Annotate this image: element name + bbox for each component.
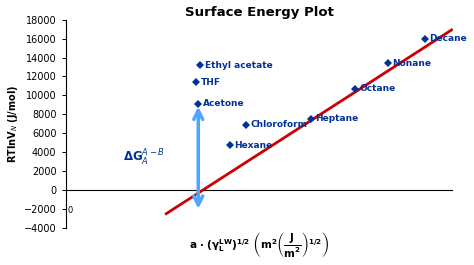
Text: Acetone: Acetone (203, 99, 244, 108)
Text: Hexane: Hexane (234, 141, 272, 150)
Text: Ethyl acetate: Ethyl acetate (205, 61, 272, 70)
Text: 0: 0 (67, 206, 73, 215)
Y-axis label: RTlnV$_N$ (J/mol): RTlnV$_N$ (J/mol) (6, 85, 19, 163)
Title: Surface Energy Plot: Surface Energy Plot (185, 6, 334, 19)
Text: Chloroform: Chloroform (251, 120, 308, 129)
Text: Nonane: Nonane (392, 59, 432, 68)
Text: Decane: Decane (429, 34, 467, 43)
X-axis label: $\bf{a}$ $\bf{\cdot}$ $\bf{(\gamma_L^{LW})^{1/2}}$ $\bf{\left(m^2\left(\dfrac{J}: $\bf{a}$ $\bf{\cdot}$ $\bf{(\gamma_L^{LW… (189, 231, 329, 259)
Text: THF: THF (201, 78, 221, 87)
Text: Heptane: Heptane (315, 114, 358, 123)
Text: ΔG$_A^{A-B}$: ΔG$_A^{A-B}$ (123, 148, 164, 168)
Text: Octane: Octane (359, 84, 396, 93)
